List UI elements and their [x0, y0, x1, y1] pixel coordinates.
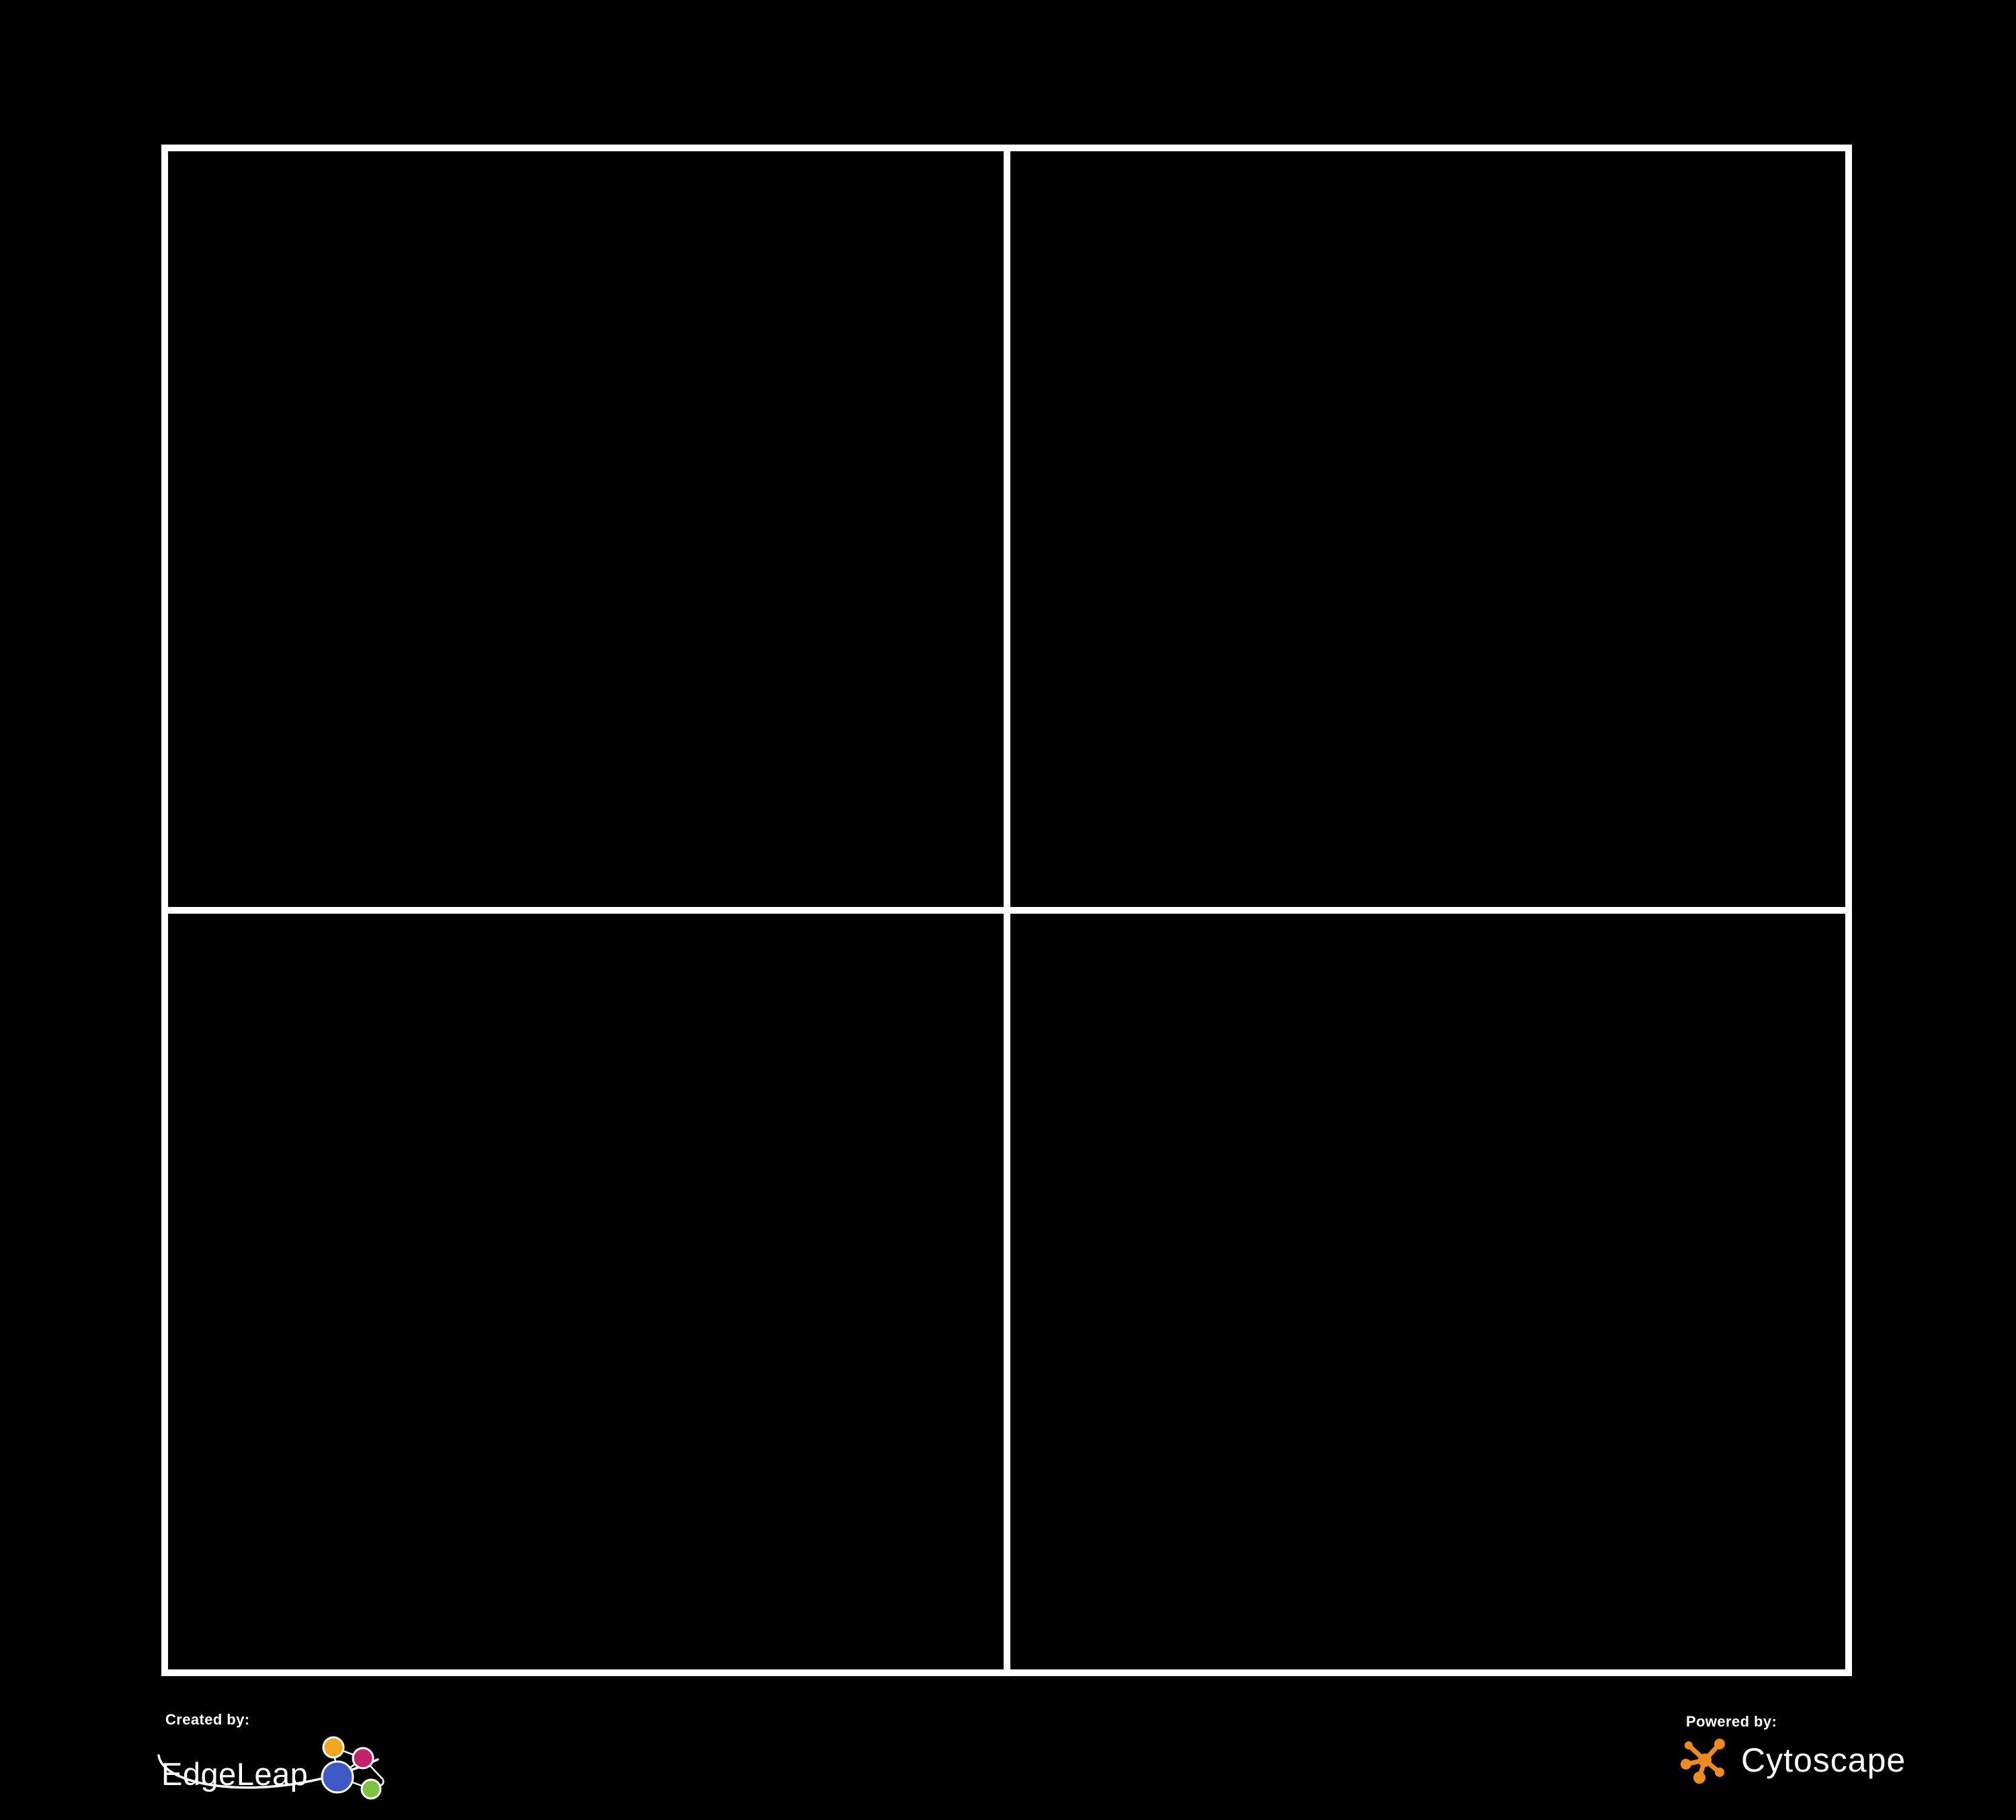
- disease-risk-network-canvas: [1010, 151, 1846, 907]
- created-by-block: Created by: EdgeLeap: [157, 1711, 484, 1819]
- panel-grid: [161, 145, 1852, 1676]
- ingredient-disease-network-canvas: [168, 151, 1004, 907]
- created-by-label: Created by:: [165, 1711, 250, 1728]
- nutrient-class-network-canvas: [168, 914, 1004, 1669]
- edgeleap-brand: EdgeLeap: [161, 1755, 309, 1792]
- panel-disease-classes: [1010, 914, 1846, 1669]
- powered-by-label: Powered by:: [1686, 1713, 1777, 1730]
- powered-by-block: Powered by: Cytoscape: [1681, 1713, 1949, 1807]
- disease-class-network-canvas: [1010, 914, 1846, 1669]
- panel-ingredient-disease: [168, 151, 1004, 907]
- cytoscape-brand: Cytoscape: [1741, 1741, 1906, 1779]
- edgeleap-logo-icon: [321, 1736, 385, 1800]
- panel-disease-risk: [1010, 151, 1846, 907]
- panel-nutrient-classes: [168, 914, 1004, 1669]
- cytoscape-logo-icon: [1681, 1739, 1725, 1784]
